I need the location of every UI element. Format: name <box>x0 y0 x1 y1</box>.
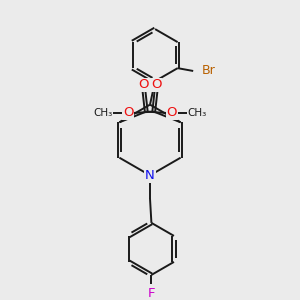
Text: O: O <box>123 106 134 119</box>
Text: CH₃: CH₃ <box>187 108 206 118</box>
Text: O: O <box>151 79 161 92</box>
Text: CH₃: CH₃ <box>94 108 113 118</box>
Text: O: O <box>167 106 177 119</box>
Text: Br: Br <box>202 64 215 77</box>
Text: F: F <box>148 287 155 300</box>
Text: N: N <box>145 169 155 182</box>
Text: O: O <box>139 79 149 92</box>
